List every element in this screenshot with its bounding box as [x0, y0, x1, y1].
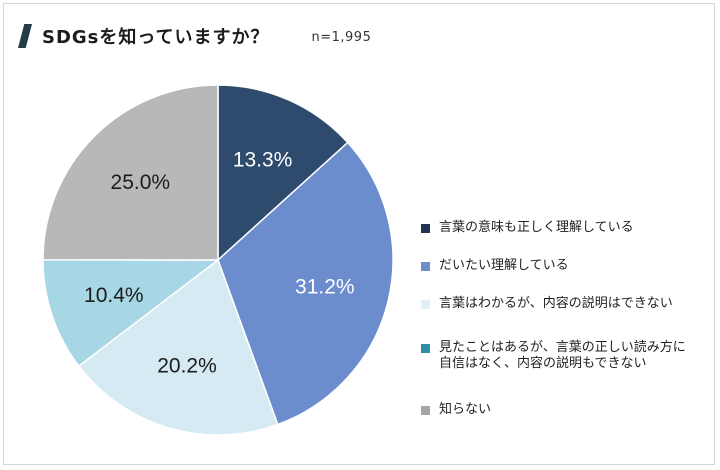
pie-slice-know-word-cannot-explain [77, 258, 279, 436]
pie-slice-roughly-understand [217, 141, 394, 426]
legend-label: 言葉はわかるが、内容の説明はできない [439, 296, 673, 311]
chart-header: SDGsを知っていますか？ n=1,995 [18, 21, 371, 51]
data-label-do-not-know: 25.0% [111, 171, 171, 194]
legend-item-know-word-cannot-explain: 言葉はわかるが、内容の説明はできない [421, 296, 689, 312]
legend-item-understand-correctly: 言葉の意味も正しく理解している [421, 220, 689, 236]
legend-item-roughly-understand: だいたい理解している [421, 258, 689, 274]
pie-slice-seen-not-sure [42, 258, 221, 368]
legend-label: 見たことはあるが、言葉の正しい読み方に自信はなく、内容の説明もできない [439, 340, 686, 371]
legend-label: だいたい理解している [439, 258, 569, 273]
legend-item-seen-not-sure: 見たことはあるが、言葉の正しい読み方に自信はなく、内容の説明もできない [421, 340, 689, 372]
legend-swatch [421, 224, 430, 233]
legend-label: 言葉の意味も正しく理解している [439, 220, 634, 235]
legend-item-do-not-know: 知らない [421, 402, 689, 418]
legend-swatch [421, 344, 430, 353]
legend-swatch [421, 300, 430, 309]
pie-slice-understand-correctly [217, 84, 349, 262]
legend-label: 知らない [439, 402, 492, 417]
legend-swatch [421, 406, 430, 415]
data-label-understand-correctly: 13.3% [233, 148, 293, 171]
chart-title: SDGsを知っていますか？ [42, 27, 270, 48]
legend-swatch [421, 262, 430, 271]
data-label-roughly-understand: 31.2% [295, 276, 355, 299]
data-label-know-word-cannot-explain: 20.2% [157, 355, 217, 378]
data-label-seen-not-sure: 10.4% [84, 284, 144, 307]
sample-size: n=1,995 [311, 29, 372, 45]
pie-slice-do-not-know [42, 84, 219, 261]
